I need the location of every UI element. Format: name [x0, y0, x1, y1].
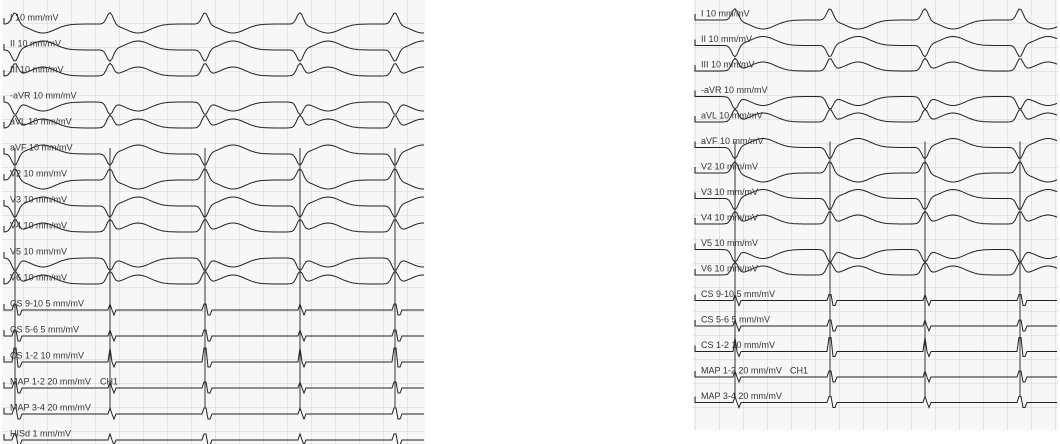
lead-label: I 10 mm/mV [10, 12, 59, 22]
lead-label: II 10 mm/mV [10, 38, 61, 48]
lead-label: -aVR 10 mm/mV [701, 85, 768, 95]
lead-label: II 10 mm/mV [701, 34, 752, 44]
lead-label: CS 5-6 5 mm/mV [10, 324, 79, 334]
lead-label: V6 10 mm/mV [10, 272, 67, 282]
channel-marker: CH1 [790, 365, 808, 375]
lead-label: CS 5-6 5 mm/mV [701, 314, 770, 324]
lead-label: V3 10 mm/mV [701, 187, 758, 197]
lead-label: aVL 10 mm/mV [10, 116, 72, 126]
lead-label: V2 10 mm/mV [701, 161, 758, 171]
lead-label: CS 9-10 5 mm/mV [701, 289, 775, 299]
lead-label: V5 10 mm/mV [701, 238, 758, 248]
lead-label: V6 10 mm/mV [701, 263, 758, 273]
lead-label: aVL 10 mm/mV [701, 110, 763, 120]
lead-label: -aVR 10 mm/mV [10, 90, 77, 100]
lead-label: V4 10 mm/mV [701, 212, 758, 222]
lead-label: aVF 10 mm/mV [701, 136, 764, 146]
lead-label: V3 10 mm/mV [10, 194, 67, 204]
lead-label: V4 10 mm/mV [10, 220, 67, 230]
lead-label: I 10 mm/mV [701, 8, 750, 18]
lead-label: MAP 3-4 20 mm/mV [10, 402, 91, 412]
ecg-screenshot: I 10 mm/mV II 10 mm/mV III 10 mm/mV -aVR 10… [0, 0, 1060, 444]
lead-label: aVF 10 mm/mV [10, 142, 73, 152]
lead-label: V2 10 mm/mV [10, 168, 67, 178]
lead-label: MAP 1-2 20 mm/mV [701, 365, 782, 375]
lead-label: CS 1-2 10 mm/mV [10, 350, 84, 360]
lead-label: III 10 mm/mV [701, 59, 755, 69]
lead-label: CS 9-10 5 mm/mV [10, 298, 84, 308]
lead-label: III 10 mm/mV [10, 64, 64, 74]
lead-label: MAP 1-2 20 mm/mV [10, 376, 91, 386]
channel-marker: CH1 [100, 376, 118, 386]
lead-label: HISd 1 mm/mV [10, 428, 71, 438]
lead-label: MAP 3-4 20 mm/mV [701, 391, 782, 401]
lead-label: CS 1-2 10 mm/mV [701, 340, 775, 350]
lead-label: V5 10 mm/mV [10, 246, 67, 256]
